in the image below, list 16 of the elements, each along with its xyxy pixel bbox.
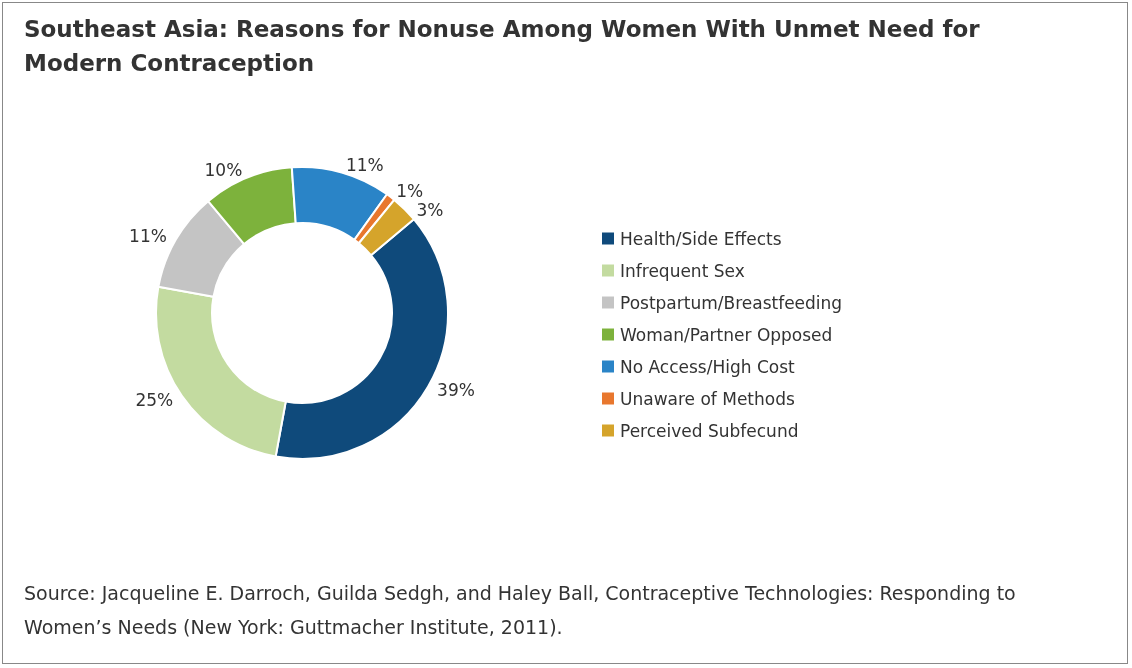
data-label: 25% xyxy=(135,390,174,411)
data-label: 11% xyxy=(345,154,384,175)
data-label: 39% xyxy=(437,380,475,401)
legend-label: Infrequent Sex xyxy=(620,260,745,281)
legend-label: Unaware of Methods xyxy=(620,388,795,409)
chart-title: Southeast Asia: Reasons for Nonuse Among Women With Unmet Need for Modern Contraception xyxy=(24,15,981,78)
data-label: 3% xyxy=(416,199,444,220)
data-label: 10% xyxy=(204,160,243,181)
legend-label: Perceived Subfecund xyxy=(620,420,799,441)
source-note: Source: Jacqueline E. Darroch, Guilda Sedgh, and Haley Ball, Contraceptive Technologies: Responding to Women’s Needs (New York: Guttmacher Institute, 2011). xyxy=(24,581,1017,640)
legend-label: Postpartum/Breastfeeding xyxy=(620,292,843,313)
legend-label: Woman/Partner Opposed xyxy=(620,324,833,345)
data-label: 11% xyxy=(129,225,167,246)
data-label: 1% xyxy=(396,180,424,201)
legend-label: Health/Side Effects xyxy=(620,228,782,249)
legend-label: No Access/High Cost xyxy=(620,356,796,377)
